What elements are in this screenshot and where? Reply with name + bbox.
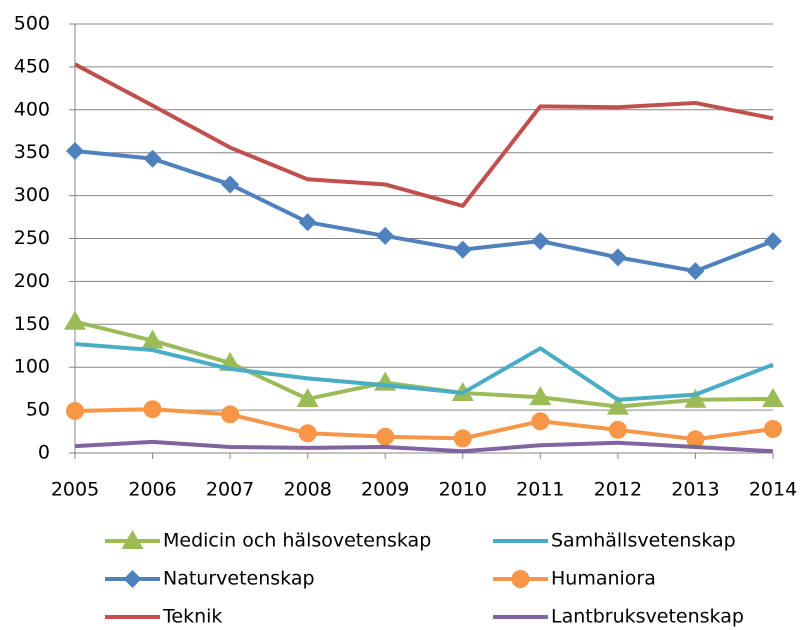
y-tick-label: 50	[26, 399, 50, 421]
marker	[376, 226, 395, 245]
marker	[141, 329, 164, 349]
series-line	[74, 62, 774, 208]
x-tick-label: 2014	[749, 479, 797, 501]
marker	[143, 400, 162, 419]
legend-marker	[123, 570, 142, 588]
y-tick-label: 400	[14, 98, 50, 120]
marker	[762, 387, 784, 407]
y-tick-label: 0	[38, 442, 50, 464]
legend-label: Medicin och hälsovetenskap	[163, 530, 431, 552]
series-line	[74, 407, 774, 442]
legend-label: Lantbruksvetenskap	[551, 606, 744, 628]
marker	[143, 149, 162, 168]
marker	[453, 240, 472, 259]
series-line	[74, 319, 774, 409]
marker	[686, 262, 705, 281]
x-tick-label: 2007	[206, 479, 254, 501]
marker	[531, 232, 550, 251]
marker	[221, 405, 240, 424]
marker	[606, 395, 629, 415]
series-line	[74, 439, 774, 454]
marker	[608, 420, 627, 439]
series-line	[74, 148, 774, 274]
marker	[298, 213, 317, 232]
y-tick-label: 150	[14, 313, 50, 335]
x-tick-label: 2006	[128, 479, 176, 501]
marker	[764, 232, 782, 251]
marker	[529, 386, 552, 406]
y-tick-label: 250	[14, 227, 50, 249]
marker	[764, 419, 782, 438]
marker	[684, 388, 707, 408]
marker	[686, 430, 705, 449]
x-tick-label: 2012	[594, 479, 642, 501]
marker	[531, 412, 550, 431]
y-tick-label: 200	[14, 270, 50, 292]
marker	[298, 424, 317, 443]
legend-label: Naturvetenskap	[163, 568, 315, 590]
x-tick-label: 2011	[516, 479, 564, 501]
marker	[608, 248, 627, 267]
marker	[376, 427, 395, 446]
marker	[221, 175, 240, 194]
marker	[64, 310, 86, 330]
legend-marker	[121, 530, 144, 549]
marker	[453, 429, 472, 448]
legend-label: Teknik	[162, 606, 222, 628]
y-tick-label: 300	[14, 184, 50, 206]
series-line	[74, 342, 774, 402]
legend-label: Humaniora	[551, 568, 656, 590]
x-tick-label: 2010	[439, 479, 487, 501]
x-tick-label: 2005	[51, 479, 99, 501]
y-tick-label: 350	[14, 141, 50, 163]
legend-marker	[511, 570, 530, 588]
y-tick-label: 100	[14, 356, 50, 378]
y-tick-label: 500	[14, 13, 50, 35]
x-tick-label: 2013	[671, 479, 719, 501]
x-tick-label: 2009	[361, 479, 409, 501]
legend-label: Samhällsvetenskap	[551, 530, 736, 552]
y-tick-label: 450	[14, 55, 50, 77]
x-tick-label: 2008	[283, 479, 331, 501]
marker	[66, 141, 84, 160]
marker	[296, 387, 319, 407]
marker	[66, 401, 84, 420]
